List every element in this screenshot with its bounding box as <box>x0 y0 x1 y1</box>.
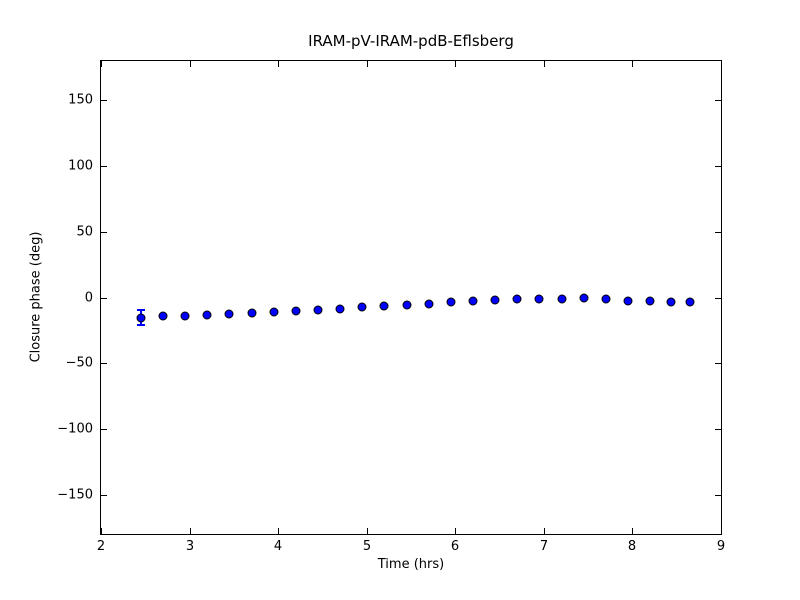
data-point <box>557 294 567 304</box>
y-tick-label: 100 <box>68 158 93 174</box>
data-point <box>291 306 301 316</box>
x-tick-mark <box>278 528 279 534</box>
data-point <box>534 294 544 304</box>
x-tick-mark <box>190 61 191 67</box>
y-tick-mark <box>715 166 721 167</box>
x-tick-label: 5 <box>362 539 372 554</box>
y-tick-mark <box>101 363 107 364</box>
y-tick-mark <box>715 495 721 496</box>
data-point <box>313 305 323 315</box>
y-tick-label: 0 <box>84 290 93 306</box>
data-point <box>269 307 279 317</box>
y-tick-label: −150 <box>57 487 93 503</box>
data-point <box>379 301 389 311</box>
x-tick-mark <box>367 61 368 67</box>
y-tick-mark <box>715 232 721 233</box>
data-point <box>136 313 146 323</box>
y-tick-mark <box>101 495 107 496</box>
x-tick-mark <box>721 61 722 67</box>
data-point <box>424 299 434 309</box>
x-tick-mark <box>190 528 191 534</box>
y-tick-mark <box>715 100 721 101</box>
x-tick-label: 4 <box>273 539 283 554</box>
data-point <box>402 300 412 310</box>
data-point <box>224 309 234 319</box>
data-point <box>180 311 190 321</box>
y-tick-label: 150 <box>68 92 93 108</box>
x-tick-mark <box>278 61 279 67</box>
y-tick-mark <box>101 100 107 101</box>
data-point <box>579 293 589 303</box>
x-tick-mark <box>632 528 633 534</box>
y-tick-mark <box>715 298 721 299</box>
y-tick-label: −50 <box>65 355 93 371</box>
y-tick-mark <box>101 232 107 233</box>
y-tick-mark <box>715 429 721 430</box>
data-point <box>601 294 611 304</box>
x-tick-mark <box>721 528 722 534</box>
y-tick-mark <box>101 298 107 299</box>
data-point <box>685 297 695 307</box>
x-tick-label: 6 <box>450 539 460 554</box>
x-tick-mark <box>455 528 456 534</box>
y-axis-label: Closure phase (deg) <box>28 231 44 363</box>
chart-title: IRAM-pV-IRAM-pdB-Eflsberg <box>308 32 514 50</box>
x-tick-label: 9 <box>716 539 726 554</box>
x-tick-label: 8 <box>627 539 637 554</box>
y-tick-label: 50 <box>76 224 93 240</box>
data-point <box>645 296 655 306</box>
x-axis-label: Time (hrs) <box>377 557 445 572</box>
data-point <box>623 296 633 306</box>
x-tick-label: 7 <box>539 539 549 554</box>
data-point <box>335 304 345 314</box>
x-tick-mark <box>632 61 633 67</box>
x-tick-mark <box>101 61 102 67</box>
plot-area <box>100 60 722 535</box>
data-point <box>512 294 522 304</box>
error-bar-cap <box>136 309 145 312</box>
x-tick-mark <box>455 61 456 67</box>
data-point <box>468 296 478 306</box>
data-point <box>158 311 168 321</box>
y-tick-label: −100 <box>57 421 93 437</box>
x-tick-label: 2 <box>96 539 106 554</box>
x-tick-label: 3 <box>185 539 195 554</box>
x-tick-mark <box>544 528 545 534</box>
data-point <box>247 308 257 318</box>
y-tick-mark <box>101 166 107 167</box>
data-point <box>490 295 500 305</box>
x-tick-mark <box>367 528 368 534</box>
x-tick-mark <box>101 528 102 534</box>
data-point <box>446 297 456 307</box>
data-point <box>202 310 212 320</box>
data-point <box>666 297 675 307</box>
y-tick-mark <box>715 363 721 364</box>
data-point <box>357 302 367 312</box>
error-bar-cap <box>136 324 145 327</box>
x-tick-mark <box>544 61 545 67</box>
y-tick-mark <box>101 429 107 430</box>
